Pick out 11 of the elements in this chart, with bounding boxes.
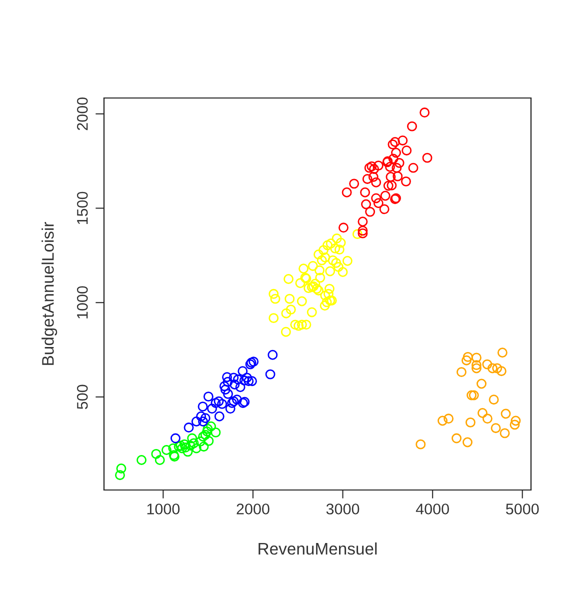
y-tick-label: 1500 — [76, 192, 88, 224]
x-tick-label: 3000 — [326, 504, 360, 514]
x-tick-label: 2000 — [236, 504, 270, 514]
y-axis-title: BudgetAnnuelLoisir — [42, 222, 58, 365]
x-tick-label: 1000 — [147, 504, 180, 514]
y-tick-label: 1000 — [76, 286, 88, 318]
y-tick-label: 500 — [76, 384, 88, 410]
x-axis-title: RevenuMensuel — [258, 542, 377, 555]
x-tick-label: 4000 — [416, 504, 449, 514]
y-tick-label: 2000 — [76, 97, 88, 130]
x-tick-label: 5000 — [506, 504, 539, 514]
